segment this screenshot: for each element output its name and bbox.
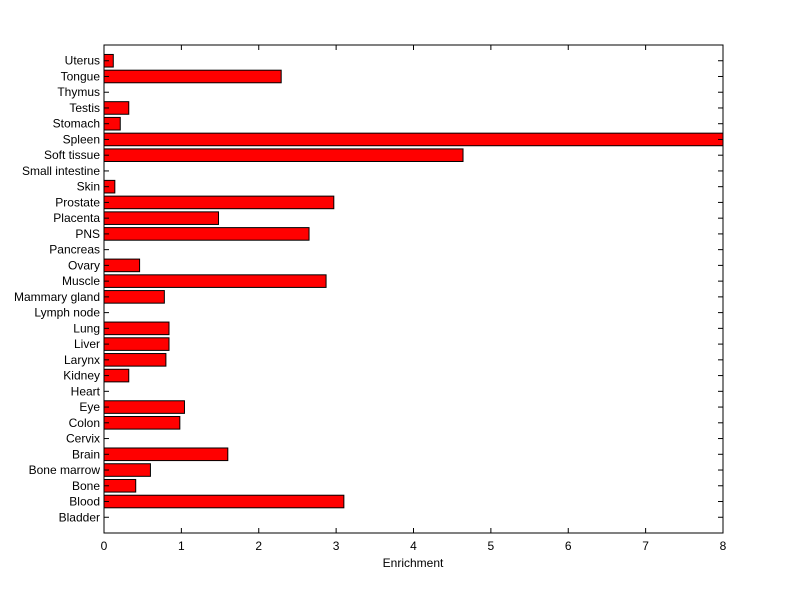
x-axis-ticks: 0 1 2 3 4 5 6 7 8 <box>101 45 727 553</box>
bar <box>103 416 181 430</box>
y-tick-label: Heart <box>71 384 101 398</box>
bar <box>103 447 229 462</box>
bar <box>103 132 724 147</box>
y-tick-label: Spleen <box>63 132 100 146</box>
x-tick-label: 8 <box>720 539 727 553</box>
y-tick-label: Prostate <box>55 195 100 209</box>
bar <box>103 258 141 273</box>
bar <box>103 227 310 241</box>
y-tick-label: Liver <box>74 337 100 351</box>
x-tick-label: 5 <box>488 539 495 553</box>
y-tick-label: Pancreas <box>49 243 100 257</box>
y-tick-label: Eye <box>79 400 100 414</box>
y-tick-label: Thymus <box>57 85 100 99</box>
y-tick-label: PNS <box>75 227 100 241</box>
y-tick-label: Bone marrow <box>29 463 101 477</box>
bar <box>103 148 464 162</box>
y-tick-label: Muscle <box>62 274 100 288</box>
x-axis-label: Enrichment <box>383 556 444 570</box>
y-tick-label: Larynx <box>64 353 100 367</box>
bar <box>103 274 327 288</box>
y-tick-label: Mammary gland <box>14 290 100 304</box>
y-tick-label: Small intestine <box>22 164 100 178</box>
y-tick-label: Colon <box>69 416 100 430</box>
bar <box>103 337 170 351</box>
y-tick-label: Stomach <box>53 117 100 131</box>
x-tick-label: 2 <box>255 539 262 553</box>
x-tick-label: 1 <box>178 539 185 553</box>
x-tick-label: 3 <box>333 539 340 553</box>
y-tick-label: Uterus <box>65 54 100 68</box>
bar <box>103 463 151 477</box>
bar <box>103 353 167 367</box>
y-tick-label: Tongue <box>61 69 101 83</box>
y-tick-label: Brain <box>72 447 100 461</box>
bar <box>103 400 185 414</box>
bar <box>103 290 165 304</box>
y-tick-label: Soft tissue <box>44 148 100 162</box>
x-tick-label: 4 <box>410 539 417 553</box>
bar <box>103 494 345 509</box>
bar <box>103 321 170 336</box>
y-tick-label: Cervix <box>66 432 100 446</box>
x-tick-label: 7 <box>642 539 649 553</box>
y-tick-label: Bone <box>72 479 100 493</box>
y-tick-label: Placenta <box>53 211 100 225</box>
y-tick-label: Blood <box>69 495 100 509</box>
bar <box>103 195 335 210</box>
y-tick-label: Skin <box>77 180 100 194</box>
bar <box>103 211 220 225</box>
bar <box>103 69 282 84</box>
y-tick-label: Kidney <box>63 369 100 383</box>
x-tick-label: 0 <box>101 539 108 553</box>
x-tick-label: 6 <box>565 539 572 553</box>
y-tick-label: Lung <box>73 321 100 335</box>
y-tick-label: Ovary <box>68 258 100 272</box>
y-tick-label: Testis <box>69 101 100 115</box>
bars-layer <box>103 53 724 509</box>
y-tick-label: Lymph node <box>34 306 100 320</box>
y-tick-label: Bladder <box>59 510 100 524</box>
